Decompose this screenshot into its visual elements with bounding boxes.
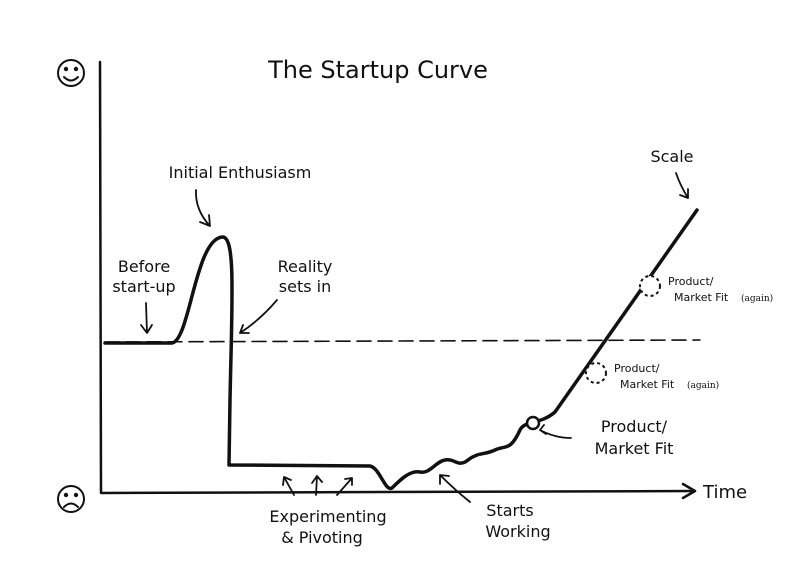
- label: Scale: [650, 147, 693, 166]
- sad-face: [57, 485, 85, 513]
- label: start-up: [112, 277, 175, 296]
- x-axis-label: Time: [702, 482, 747, 503]
- startup-curve: [103, 208, 699, 491]
- label: Market Fit: [674, 291, 729, 304]
- label: Starts: [486, 501, 533, 520]
- label: Product/: [668, 275, 714, 288]
- label: sets in: [279, 277, 331, 296]
- pmf-again-marker: [585, 362, 607, 384]
- annotations: Initial Enthusiasm Before start-up Reali…: [112, 147, 773, 547]
- label: Experimenting: [269, 507, 386, 526]
- pmf-marker: [525, 415, 541, 431]
- label-note: (again): [687, 380, 719, 391]
- title: The Startup Curve: [267, 56, 488, 84]
- label: Before: [118, 257, 170, 276]
- label: & Pivoting: [281, 528, 363, 547]
- label: Market Fit: [595, 439, 674, 458]
- label: Product/: [601, 417, 668, 436]
- pointer-arrows: [140, 172, 689, 503]
- label: Product/: [614, 362, 660, 375]
- label: Working: [485, 522, 550, 541]
- label: Market Fit: [620, 378, 675, 391]
- happy-face: [57, 59, 85, 87]
- axes: [98, 60, 697, 495]
- label: Reality: [278, 257, 333, 276]
- axis-arrow: [681, 482, 697, 500]
- label: Initial Enthusiasm: [169, 163, 312, 182]
- pmf-again-marker: [639, 275, 661, 297]
- baseline-dashed: [104, 339, 701, 343]
- label-note: (again): [741, 293, 773, 304]
